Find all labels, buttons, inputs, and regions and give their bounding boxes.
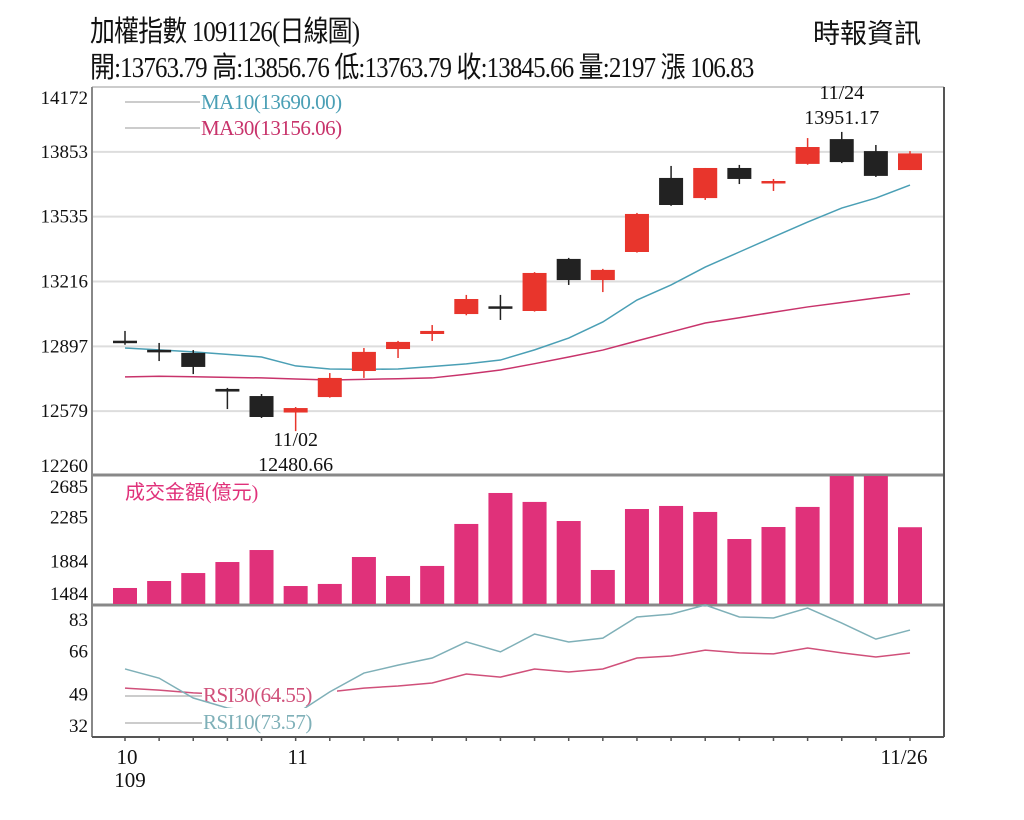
annotation-date: 11/02: [273, 429, 318, 451]
candle-body: [181, 352, 206, 367]
volume-bar: [351, 557, 376, 604]
volume-bar: [556, 521, 581, 604]
volume-bar: [590, 569, 615, 604]
rsi-tick-label: 32: [69, 716, 88, 737]
volume-bar: [488, 492, 513, 604]
x-tick-label: 11/26: [880, 745, 927, 769]
volume-bar: [215, 562, 240, 604]
volume-bar: [693, 511, 718, 604]
x-tick-label: 11: [288, 745, 308, 769]
ma10-legend-label: MA10(13690.00): [201, 90, 342, 114]
candle-body: [454, 298, 479, 315]
candle-body: [590, 269, 615, 281]
volume-tick-label: 2285: [50, 508, 88, 529]
volume-bar: [283, 586, 308, 604]
candle-body: [659, 177, 684, 206]
x-tick-sublabel: 109: [114, 768, 146, 792]
candle-body: [283, 408, 308, 413]
volume-bar: [147, 581, 172, 604]
annotation-value: 13951.17: [804, 107, 879, 129]
candle-body: [386, 341, 411, 350]
candle-body: [113, 340, 137, 344]
candle-body: [898, 153, 922, 171]
volume-bar: [386, 575, 411, 604]
price-tick-label: 13535: [41, 207, 89, 228]
ma10-line: [124, 184, 911, 371]
volume-bar: [181, 573, 206, 604]
candle-body: [488, 306, 513, 309]
legend-background: [202, 708, 337, 730]
volume-bar: [863, 476, 888, 604]
rsi10-legend-label: RSI10(73.57): [203, 710, 312, 734]
price-tick-label: 12897: [41, 336, 89, 357]
volume-bar: [454, 523, 479, 604]
volume-bar: [829, 476, 854, 604]
candle-body: [147, 349, 172, 353]
rsi-tick-label: 49: [69, 685, 88, 706]
source-label: 時報資訊: [813, 19, 921, 49]
volume-tick-label: 1884: [50, 551, 89, 572]
volume-bar: [624, 509, 649, 604]
candle-body: [215, 388, 240, 392]
candle-body: [522, 272, 547, 312]
volume-tick-label: 2685: [50, 477, 88, 498]
volume-bar: [249, 550, 274, 604]
price-tick-label: 13216: [41, 272, 89, 293]
x-tick-label: 10: [117, 745, 138, 769]
rsi-tick-label: 66: [69, 641, 88, 662]
volume-bar: [317, 583, 342, 604]
volume-bar: [113, 587, 137, 604]
ma30-line: [124, 292, 911, 381]
candle-body: [351, 351, 376, 372]
candle-body: [317, 377, 342, 398]
candle-body: [761, 180, 786, 184]
price-tick-label: 13853: [41, 142, 89, 163]
candle-body: [727, 167, 752, 179]
volume-bar: [420, 565, 445, 604]
candle-body: [863, 151, 888, 176]
volume-bar: [761, 527, 786, 604]
volume-bar: [522, 501, 547, 604]
legend-background: [202, 681, 337, 703]
candle-body: [249, 396, 274, 417]
candle-body: [829, 139, 854, 163]
price-tick-label: 12260: [41, 456, 89, 477]
annotation-value: 12480.66: [258, 454, 333, 476]
price-tick-label: 12579: [41, 401, 89, 422]
volume-bar: [659, 505, 684, 604]
rsi-tick-label: 83: [69, 610, 88, 631]
candle-body: [624, 213, 649, 252]
chart-title: 加權指數 1091126(日線圖): [90, 16, 360, 48]
volume-title: 成交金額(億元): [125, 481, 258, 504]
volume-bar: [795, 506, 820, 604]
volume-bar: [898, 527, 922, 604]
price-tick-label: 14172: [41, 88, 89, 109]
ma30-legend-label: MA30(13156.06): [201, 116, 342, 140]
candle-body: [556, 258, 581, 281]
candle-body: [693, 167, 718, 199]
quote-summary: 開:13763.79 高:13856.76 低:13763.79 收:13845…: [90, 52, 754, 84]
candle-body: [420, 330, 445, 334]
annotation-date: 11/24: [819, 82, 864, 104]
volume-bar: [727, 539, 752, 604]
volume-tick-label: 1484: [50, 584, 89, 605]
candle-body: [795, 147, 820, 164]
rsi30-legend-label: RSI30(64.55): [203, 683, 312, 707]
